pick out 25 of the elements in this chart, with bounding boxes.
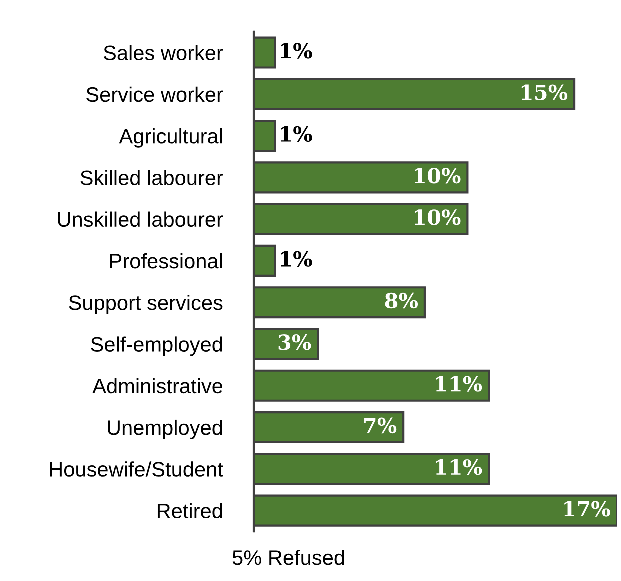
- y-tick-label: Support services: [69, 295, 223, 314]
- y-tick-label: Self-employed: [91, 336, 222, 356]
- y-tick-label: Skilled labourer: [80, 170, 224, 186]
- data-label: 7%: [364, 418, 397, 434]
- y-tick-label: Service worker: [86, 86, 224, 102]
- data-label: 3%: [278, 334, 312, 350]
- data-label: 10%: [415, 210, 461, 226]
- text: 5% Refused: [232, 550, 344, 566]
- y-tick-label: Professional: [110, 253, 222, 269]
- y-tick-label: Housewife/Student: [50, 462, 224, 477]
- y-tick-label: Unskilled labourer: [58, 212, 224, 228]
- y-tick-label: Sales worker: [104, 45, 224, 61]
- y-tick-label: Retired: [158, 503, 222, 519]
- data-label: 1%: [281, 126, 312, 142]
- data-label: 1%: [281, 43, 312, 59]
- y-tick-label: Agricultural: [119, 128, 222, 148]
- data-label: 1%: [281, 251, 312, 268]
- data-label: 15%: [522, 84, 568, 100]
- data-label: 11%: [436, 376, 482, 392]
- data-label: 10%: [415, 168, 461, 184]
- y-tick-label: Administrative: [92, 378, 223, 394]
- data-label: 8%: [385, 292, 418, 309]
- data-label: 17%: [564, 501, 610, 517]
- y-tick-label: Unemployed: [108, 420, 222, 440]
- data-label: 11%: [436, 459, 482, 476]
